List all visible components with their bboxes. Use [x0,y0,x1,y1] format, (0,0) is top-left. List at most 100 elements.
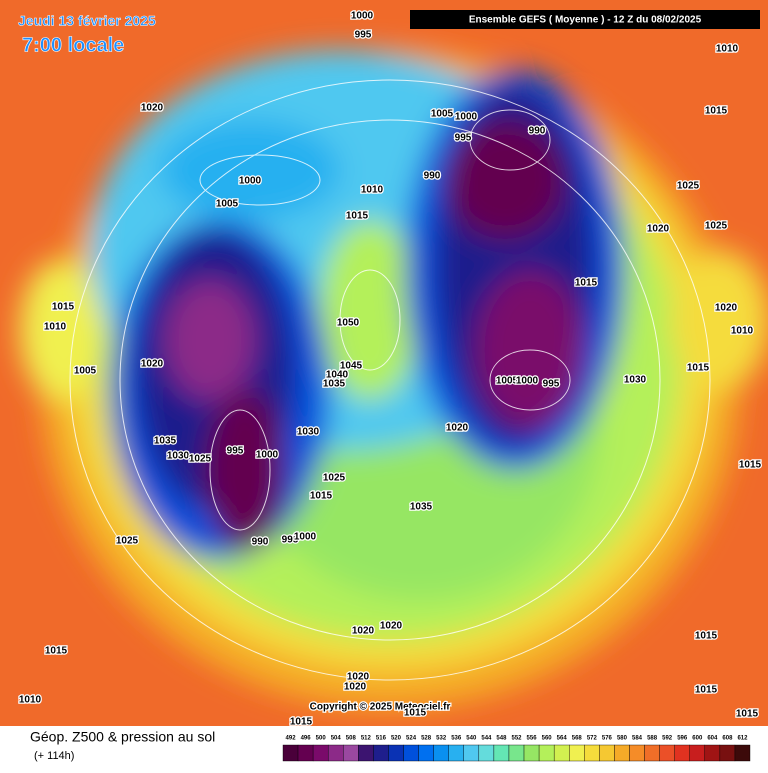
isobar-label: 1020 [715,303,738,314]
isobar-label: 1035 [323,379,346,390]
isobar-label: 1035 [154,436,177,447]
isobar-label: 1025 [323,473,346,484]
legend-swatch [327,744,344,762]
legend-value: 592 [662,736,673,742]
isobar-label: 1000 [351,11,374,22]
isobar-label: 1015 [346,211,369,222]
isobar-lines [69,79,711,681]
legend-swatch [373,744,389,762]
isobar-label: 1000 [455,112,478,123]
isobar-label: 1020 [141,103,164,114]
legend-value: 504 [331,736,342,742]
isobar-label: 1010 [19,695,42,706]
legend-swatch [538,744,555,762]
legend-swatch [493,744,510,762]
legend-value: 556 [527,736,538,742]
legend-swatch [629,744,645,762]
legend-value: 508 [346,736,357,742]
isobar-label: 1015 [695,685,718,696]
isobar-label: 1040 [326,370,349,381]
isobar-label: 1020 [347,672,370,683]
legend-value: 552 [511,736,522,742]
legend-value: 584 [632,736,643,742]
isobar-label: 1020 [344,682,367,693]
isobar-label: 1015 [687,363,710,374]
legend-value: 612 [737,736,748,742]
isobar-label: 1035 [410,502,433,513]
isobar-label: 1030 [624,375,647,386]
isobar-label: 1015 [45,646,68,657]
legend-value: 604 [707,736,718,742]
field: Ensemble GEFS ( Moyenne ) - 12 Z du 08/0… [0,0,768,728]
isobar-label: 1010 [361,185,384,196]
legend-value: 540 [466,736,477,742]
isobar-label: 1010 [44,322,67,333]
isobar-label: 1000 [256,450,279,461]
isobar-label: 1025 [116,536,139,547]
isobar-label: 1025 [705,221,728,232]
legend-value: 516 [376,736,387,742]
legend-swatch [584,744,600,762]
isobar-label: 1020 [380,621,403,632]
isobar-label: 1010 [731,326,754,337]
isobar-label: 1030 [167,451,190,462]
legend-swatch [358,744,374,762]
legend-lead: (+ 114h) [34,750,74,762]
isobar-label: 1005 [74,366,97,377]
legend-title: Géop. Z500 & pression au sol [30,729,215,745]
isobar-label: 1025 [189,454,212,465]
legend-swatch [599,744,615,762]
legend-swatch [312,744,329,762]
legend-swatch [343,744,359,762]
legend-value: 608 [722,736,733,742]
legend-value: 520 [391,736,402,742]
legend-swatch [463,744,480,762]
date: Jeudi 13 février 2025 [18,13,156,29]
legend-swatch [478,744,495,762]
legend-swatch [674,744,690,762]
model-box [410,10,760,29]
legend-value: 568 [572,736,583,742]
isobar-label: 1020 [647,224,670,235]
legend-value: 564 [557,736,568,742]
isobar-label: 1000 [516,376,539,387]
isobar-label: 1015 [52,302,75,313]
legend-swatch [388,744,404,762]
isobar-label: 995 [355,30,372,41]
legend-swatch [418,744,434,762]
isobar-label: 1015 [290,717,313,728]
isobar-label: 990 [424,171,441,182]
legend-swatch [448,744,464,762]
legend-value: 544 [481,736,492,742]
legend-swatch [704,744,721,762]
isobar-label: 1025 [677,181,700,192]
legend-swatch [523,744,540,762]
legend-value: 600 [692,736,703,742]
legend-value: 536 [451,736,462,742]
isobar-label: 1015 [705,106,728,117]
isobar-label: 1030 [297,427,320,438]
isobar-label: 1005 [496,376,519,387]
isobar-label: 995 [227,446,244,457]
isobar-label: 1015 [404,708,427,719]
isobar-label: 1015 [575,278,598,289]
legend-value: 580 [617,736,628,742]
isobar-label: 1020 [352,626,375,637]
isobar-label: 1010 [716,44,739,55]
isobar-label: 1020 [446,423,469,434]
legend-swatch [508,744,525,762]
isobar-label: 1015 [310,491,333,502]
legend-swatch [569,744,585,762]
legend-value: 548 [496,736,507,742]
legend-swatch [614,744,630,762]
isobar-label: 1000 [239,176,262,187]
legend-swatch [689,744,706,762]
legend-swatch [734,744,751,762]
time: 7:00 locale [22,34,124,56]
isobar-label: 990 [252,537,269,548]
legend-value: 500 [316,736,327,742]
legend-value: 512 [361,736,372,742]
legend-value: 572 [587,736,598,742]
isobar-label: 1005 [216,199,239,210]
